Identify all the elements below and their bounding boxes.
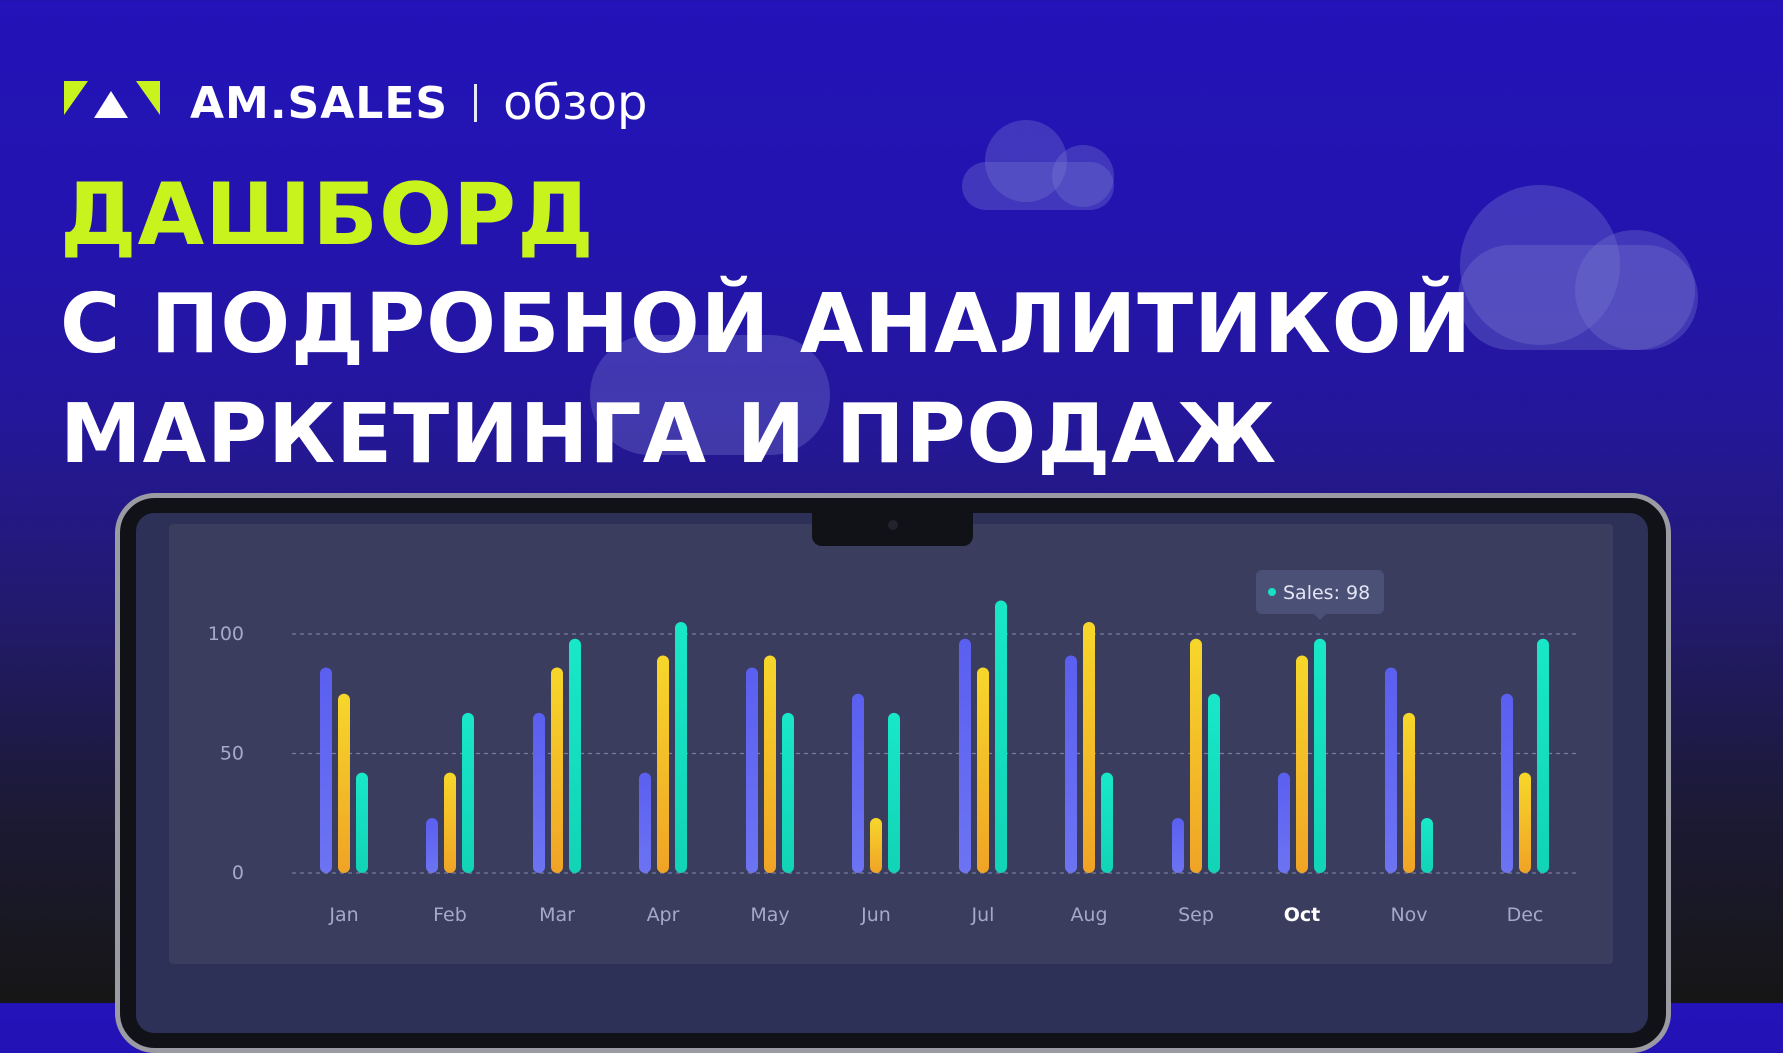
cloud-mid <box>590 335 830 455</box>
x-tick-label: Apr <box>647 904 680 926</box>
x-tick-label: Jan <box>328 904 358 926</box>
bar <box>959 638 971 873</box>
tooltip-label: Sales: 98 <box>1283 582 1370 604</box>
bar <box>1101 772 1113 873</box>
tooltip-dot-icon <box>1268 588 1276 596</box>
bar <box>426 818 438 873</box>
brand-header: AM.SALES обзор <box>64 75 648 131</box>
bar <box>1278 772 1290 873</box>
bar <box>764 655 776 873</box>
tooltip-box <box>1256 570 1384 614</box>
bar <box>1385 667 1397 873</box>
bar <box>356 772 368 873</box>
x-tick-label: Nov <box>1390 904 1427 926</box>
bar <box>1083 622 1095 873</box>
cloud-large <box>1458 245 1698 350</box>
x-tick-label: Mar <box>539 904 575 926</box>
bar <box>1208 693 1220 873</box>
bar <box>1421 818 1433 873</box>
bar <box>977 667 989 873</box>
bar <box>1296 655 1308 873</box>
bar <box>1314 638 1326 873</box>
x-tick-label: Feb <box>433 904 467 926</box>
cloud-large-side <box>1575 230 1695 350</box>
cloud-small <box>962 162 1114 210</box>
x-tick-label: Sep <box>1178 904 1214 926</box>
bar <box>675 622 687 873</box>
bar <box>1172 818 1184 873</box>
headline-line-2: С ПОДРОБНОЙ АНАЛИТИКОЙ <box>60 277 1473 372</box>
y-tick-label: 0 <box>232 862 244 884</box>
x-tick-label: Oct <box>1284 904 1321 926</box>
y-tick-label: 100 <box>208 623 244 645</box>
cloud-large-top <box>1460 185 1620 345</box>
bar <box>569 638 581 873</box>
bar <box>1403 712 1415 873</box>
bar <box>639 772 651 873</box>
x-tick-label: Jul <box>971 904 995 926</box>
brand-divider <box>474 84 478 122</box>
bar <box>462 712 474 873</box>
x-tick-label: May <box>750 904 789 926</box>
headline-line-3: МАРКЕТИНГА И ПРОДАЖ <box>60 387 1278 482</box>
bar <box>852 693 864 873</box>
bar <box>338 693 350 873</box>
bar-chart: 0 50 100 Jan Feb Mar Apr May Jun Jul Aug Sep Oct Nov D… <box>208 570 1578 926</box>
y-tick-label: 50 <box>220 743 244 765</box>
bar <box>1519 772 1531 873</box>
bar <box>870 818 882 873</box>
bar <box>444 772 456 873</box>
bar <box>1065 655 1077 873</box>
bar <box>1190 638 1202 873</box>
bar <box>533 712 545 873</box>
bar <box>746 667 758 873</box>
bar <box>551 667 563 873</box>
cloud-small-top <box>985 120 1067 202</box>
headline-accent: ДАШБОРД <box>60 165 595 265</box>
bar <box>995 600 1007 873</box>
tooltip-pointer <box>1314 614 1326 620</box>
brand-name: AM.SALES <box>190 77 449 129</box>
bar <box>1501 693 1513 873</box>
bar <box>657 655 669 873</box>
x-tick-label: Aug <box>1070 904 1107 926</box>
x-tick-label: Dec <box>1507 904 1544 926</box>
bar <box>782 712 794 873</box>
bar <box>888 712 900 873</box>
x-tick-label: Jun <box>860 904 891 926</box>
bar <box>1537 638 1549 873</box>
bar <box>320 667 332 873</box>
brand-logo-icon <box>64 81 160 118</box>
brand-subtitle: обзор <box>503 75 648 131</box>
cloud-small-side <box>1052 145 1114 207</box>
camera-icon <box>888 520 898 530</box>
